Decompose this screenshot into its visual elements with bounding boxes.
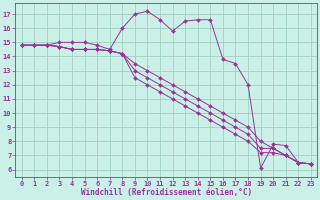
X-axis label: Windchill (Refroidissement éolien,°C): Windchill (Refroidissement éolien,°C) — [81, 188, 252, 197]
